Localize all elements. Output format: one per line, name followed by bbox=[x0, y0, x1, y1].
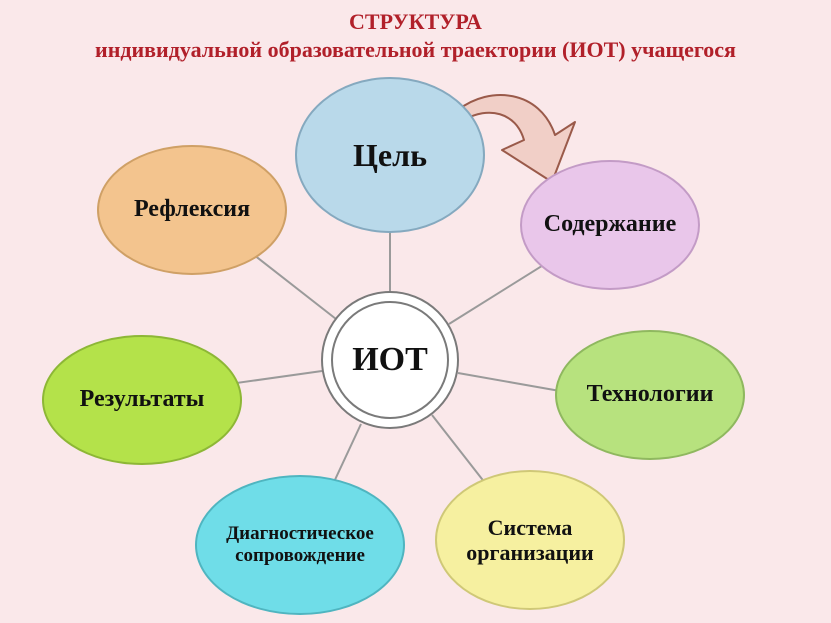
node-org_system: Системаорганизации bbox=[435, 470, 625, 610]
center-node: ИОТ bbox=[321, 291, 459, 429]
radial-diagram: ИОТ Цель Содержание ТехнологииСистемаоргани… bbox=[0, 0, 831, 623]
node-technologies: Технологии bbox=[555, 330, 745, 460]
diagram-canvas: СТРУКТУРА индивидуальной образовательной… bbox=[0, 0, 831, 623]
node-results: Результаты bbox=[42, 335, 242, 465]
node-diagnostic: Диагностическоесопровождение bbox=[195, 475, 405, 615]
node-goal: Цель bbox=[295, 77, 485, 233]
node-reflection: Рефлексия bbox=[97, 145, 287, 275]
center-label: ИОТ bbox=[331, 301, 449, 419]
node-content: Содержание bbox=[520, 160, 700, 290]
